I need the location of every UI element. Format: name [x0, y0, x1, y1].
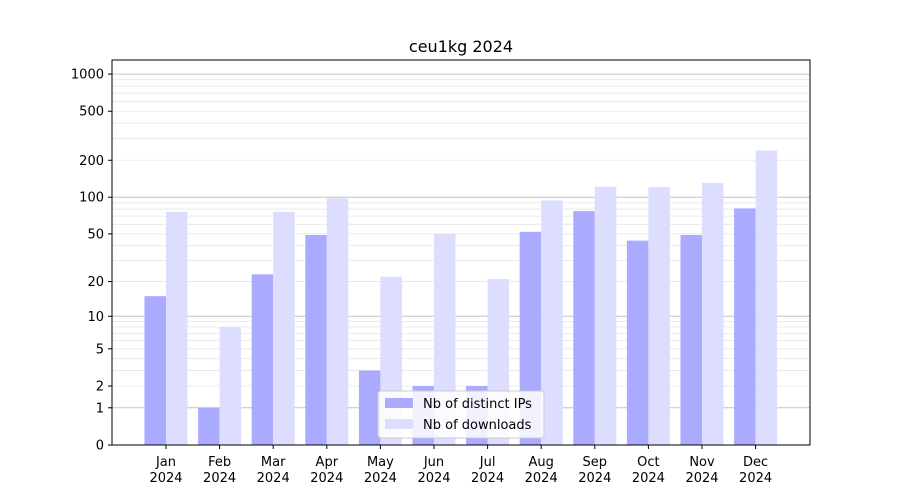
bar-downloads — [219, 327, 242, 445]
y-tick-label: 1000 — [71, 68, 104, 83]
legend-swatch-downloads — [385, 419, 413, 429]
y-tick-label: 1 — [96, 401, 104, 416]
x-tick-label-month: May — [367, 455, 394, 470]
x-tick-label-year: 2024 — [310, 471, 343, 486]
chart-title: ceu1kg 2024 — [409, 37, 513, 56]
legend-swatch-ips — [385, 398, 413, 408]
y-tick-label: 2 — [96, 380, 104, 395]
x-tick-label-year: 2024 — [525, 471, 558, 486]
bar-downloads — [702, 182, 724, 445]
x-tick-label-month: Nov — [689, 455, 715, 470]
legend-label-ips: Nb of distinct IPs — [423, 397, 532, 412]
bar-distinct-ips — [305, 234, 327, 445]
bar-downloads — [541, 200, 563, 445]
bar-downloads — [594, 186, 617, 445]
legend: Nb of distinct IPs Nb of downloads — [377, 390, 545, 439]
bar-distinct-ips — [680, 234, 702, 445]
plot-frame — [111, 59, 811, 446]
x-tick-label-year: 2024 — [364, 471, 397, 486]
x-tick-label-month: Jul — [479, 455, 496, 470]
y-tick-label: 20 — [87, 275, 104, 290]
x-tick-label-month: Dec — [743, 455, 768, 470]
y-tick-label: 500 — [79, 105, 104, 120]
bar-downloads — [326, 198, 349, 445]
bar-distinct-ips — [626, 240, 649, 445]
x-tick-label-year: 2024 — [685, 471, 718, 486]
bar-distinct-ips — [198, 407, 220, 445]
x-tick-label-year: 2024 — [149, 471, 182, 486]
y-tick-label: 10 — [87, 310, 104, 325]
x-tick-label-year: 2024 — [578, 471, 611, 486]
x-tick-label-year: 2024 — [203, 471, 236, 486]
bar-distinct-ips — [358, 370, 381, 445]
y-tick-label: 200 — [79, 154, 104, 169]
bar-distinct-ips — [573, 211, 595, 445]
x-tick-label-year: 2024 — [257, 471, 290, 486]
x-tick-label-month: Apr — [316, 455, 339, 470]
bar-distinct-ips — [144, 296, 166, 445]
y-tick-label: 100 — [79, 191, 104, 206]
x-tick-label-month: Mar — [261, 455, 286, 470]
y-axis: 0 1 2 5 10 20 50 100 200 500 1000 — [71, 68, 112, 454]
y-tick-label: 0 — [96, 439, 104, 454]
x-tick-label-year: 2024 — [632, 471, 665, 486]
bars — [144, 150, 778, 446]
x-tick-label-month: Jun — [423, 455, 444, 470]
x-tick-label-month: Oct — [637, 455, 659, 470]
y-tick-label: 5 — [96, 342, 104, 357]
x-tick-label-year: 2024 — [739, 471, 772, 486]
bar-downloads — [648, 187, 670, 446]
bar-distinct-ips — [734, 208, 756, 445]
x-tick-label-year: 2024 — [471, 471, 504, 486]
bar-downloads — [755, 150, 778, 445]
bar-downloads — [273, 211, 295, 445]
x-tick-label-month: Feb — [208, 455, 231, 470]
x-tick-label-month: Aug — [529, 455, 554, 470]
x-tick-label-month: Sep — [583, 455, 608, 470]
x-tick-label-year: 2024 — [417, 471, 450, 486]
legend-label-downloads: Nb of downloads — [423, 418, 532, 433]
x-axis: Jan2024Feb2024Mar2024Apr2024May2024Jun20… — [149, 445, 772, 486]
bar-distinct-ips — [251, 274, 274, 445]
bar-downloads — [166, 211, 188, 445]
x-tick-label-month: Jan — [155, 455, 176, 470]
legend-frame — [377, 390, 545, 439]
y-tick-label: 50 — [87, 227, 104, 242]
